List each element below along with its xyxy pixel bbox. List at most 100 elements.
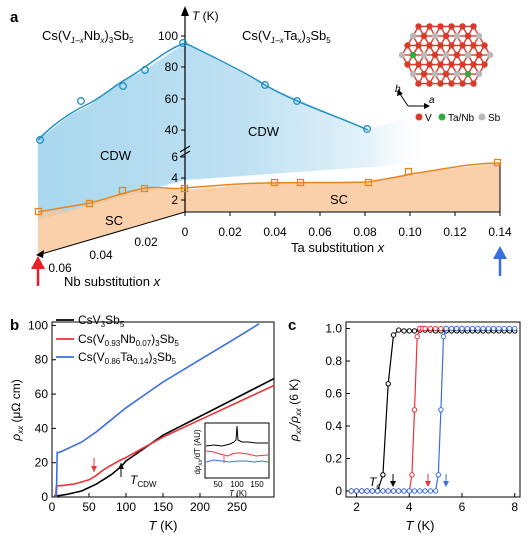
panel-a-label: a bbox=[10, 9, 19, 26]
series-point-2 bbox=[374, 488, 381, 494]
t-axis-ticks-bottom: 2 4 6 bbox=[171, 150, 185, 207]
ta-arrow bbox=[493, 246, 507, 276]
y-tick-label: 20 bbox=[35, 456, 49, 470]
tc-point bbox=[270, 178, 279, 187]
plot-b-legend: CsV3Sb5 Cs(V0.93Nb0.07)3Sb5 Cs(V0.86Ta0.… bbox=[56, 313, 179, 366]
inset-ylabel: dρxx/dT (AU) bbox=[193, 429, 204, 474]
tcdw-label: TCDW bbox=[130, 473, 157, 489]
ta-tick: 0.02 bbox=[218, 225, 242, 239]
v-atom bbox=[415, 23, 422, 30]
legend-ta: Cs(V0.86Ta0.14)3Sb5 bbox=[78, 350, 177, 366]
ta-nb-atom bbox=[464, 70, 472, 78]
series-point-2 bbox=[496, 325, 502, 332]
series-point-2 bbox=[459, 325, 465, 332]
x-tick-label: 100 bbox=[116, 500, 136, 514]
y-tick-label: 0 bbox=[41, 490, 48, 504]
sb-atom bbox=[475, 70, 483, 78]
panel-c: c 0 0.2 0.4 0.6 0.8 1.0 2 4 6 8 ρxx/ρxx (6 K) T … bbox=[287, 317, 521, 533]
tcdw-annotation: TCDW bbox=[91, 458, 157, 489]
inset-tick: 100 bbox=[230, 480, 244, 489]
series-point-2 bbox=[501, 325, 507, 332]
ta-tick: 0.14 bbox=[488, 225, 512, 239]
v-atom bbox=[437, 23, 444, 30]
sb-atom bbox=[409, 70, 417, 78]
y-tick-label: 0.4 bbox=[325, 419, 342, 433]
axis-break bbox=[179, 150, 191, 158]
series-point-2 bbox=[422, 488, 428, 494]
series-point-0 bbox=[390, 332, 397, 338]
v-atom-swatch bbox=[415, 113, 423, 121]
tcdw-point bbox=[119, 82, 127, 90]
derivative-inset: dρxx/dT (AU) 50 100 150 T (K) bbox=[193, 422, 270, 498]
series-point-2 bbox=[385, 488, 391, 494]
lattice-axes: a b bbox=[395, 84, 435, 109]
lattice-legend-v: V bbox=[425, 113, 432, 124]
panel-b: b 0 20 40 60 80 100 0 50 100 150 200 250 ρxx (μΩ c… bbox=[9, 313, 275, 533]
v-atom bbox=[470, 42, 477, 49]
tc-point bbox=[34, 207, 43, 216]
v-atom bbox=[415, 80, 422, 87]
lattice-axis-a: a bbox=[429, 95, 435, 106]
series-point-0 bbox=[401, 328, 407, 334]
tcdw-point bbox=[141, 66, 149, 74]
tc-point bbox=[118, 186, 127, 195]
y-tick-label: 0 bbox=[335, 484, 342, 498]
lattice-legend: V Ta/Nb Sb bbox=[415, 113, 501, 124]
tick-6: 6 bbox=[171, 150, 178, 164]
x-tick-label: 250 bbox=[227, 500, 247, 514]
plot-b-y-ticks: 0 20 40 60 80 100 bbox=[28, 318, 56, 504]
x-tick-label: 0 bbox=[49, 500, 56, 514]
x-tick-label: 2 bbox=[353, 500, 360, 514]
series-point-2 bbox=[448, 325, 455, 332]
nb-axis-label: Nb substitution x bbox=[64, 274, 161, 289]
plot-c-xlabel: T (K) bbox=[406, 518, 435, 533]
series-point-0 bbox=[380, 472, 386, 478]
series-point-2 bbox=[475, 325, 481, 332]
series-point-2 bbox=[438, 407, 444, 413]
ta-tick: 0.12 bbox=[443, 225, 467, 239]
tc-label: Tc bbox=[369, 475, 380, 491]
t-axis-arrow bbox=[181, 6, 189, 16]
x-tick-label: 50 bbox=[82, 500, 96, 514]
tick-60: 60 bbox=[165, 92, 179, 106]
series-point-1 bbox=[422, 325, 428, 332]
ta-tick: 0.06 bbox=[308, 225, 332, 239]
sb-atom-swatch bbox=[478, 113, 486, 121]
tick-100: 100 bbox=[158, 29, 178, 43]
sb-atom bbox=[453, 70, 461, 78]
kagome-lattice-inset bbox=[398, 23, 494, 87]
lattice-legend-ta-nb: Ta/Nb bbox=[448, 113, 475, 124]
series-point-2 bbox=[490, 325, 497, 332]
v-atom bbox=[437, 42, 444, 49]
cdw-label-left: CDW bbox=[100, 148, 132, 163]
y-tick-label: 0.6 bbox=[325, 387, 342, 401]
tick-40: 40 bbox=[165, 123, 179, 137]
plot-b-x-ticks: 0 50 100 150 200 250 bbox=[49, 493, 247, 514]
inset-series-nb bbox=[205, 450, 269, 457]
v-atom bbox=[415, 42, 422, 49]
nb-compound-label: Cs(V1–xNbx)3Sb5 bbox=[42, 28, 134, 45]
series-point-2 bbox=[396, 488, 402, 494]
v-atom bbox=[442, 32, 450, 40]
tick-4: 4 bbox=[171, 171, 178, 185]
v-atom bbox=[426, 61, 433, 68]
axis-break bbox=[179, 145, 191, 153]
v-atom bbox=[481, 61, 488, 68]
x-tick-label: 8 bbox=[511, 500, 518, 514]
v-atom bbox=[437, 80, 444, 87]
sb-atom bbox=[409, 32, 417, 40]
nb-axis-ticks: 0.02 0.04 0.06 bbox=[48, 235, 158, 275]
cdw-label-right: CDW bbox=[248, 124, 280, 139]
v-atom bbox=[448, 80, 455, 87]
series-point-1 bbox=[427, 325, 434, 332]
nb-tick: 0.06 bbox=[48, 261, 72, 275]
tcdw-curve bbox=[37, 42, 369, 141]
series-point-1 bbox=[414, 333, 420, 340]
ta-nb-atom-swatch bbox=[438, 113, 446, 121]
tc-point bbox=[493, 158, 502, 167]
y-tick-label: 1.0 bbox=[325, 322, 342, 336]
series-point-2 bbox=[485, 325, 492, 332]
x-tick-label: 6 bbox=[459, 500, 466, 514]
tcdw-point bbox=[179, 39, 187, 47]
tcdw-point bbox=[293, 97, 301, 105]
